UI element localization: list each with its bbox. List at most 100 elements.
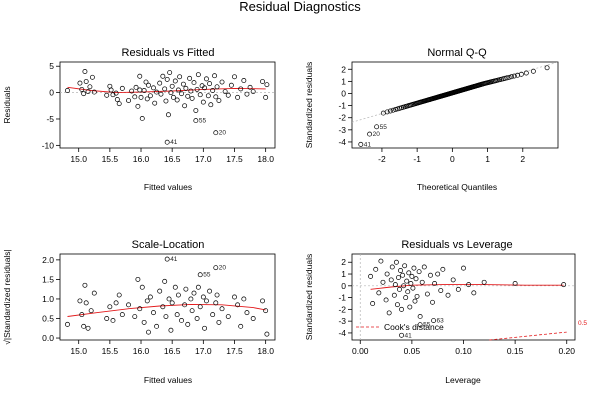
smooth-line xyxy=(67,86,266,94)
y-tick-label: -2 xyxy=(338,113,346,123)
y-tick-label: 1.0 xyxy=(42,294,54,304)
data-point xyxy=(419,279,425,285)
data-point xyxy=(518,71,524,77)
y-ticks: -4 -3 -2 -1 0 1 2 xyxy=(338,64,352,147)
outlier-label: 41 xyxy=(364,141,372,148)
figure-title: Residual Diagnostics xyxy=(239,0,361,14)
data-point xyxy=(523,70,529,76)
data-point xyxy=(214,292,220,298)
data-point xyxy=(264,331,270,337)
data-point xyxy=(185,93,191,99)
y-ticks: 0.0 0.5 1.0 1.5 2.0 xyxy=(42,255,60,343)
data-point xyxy=(195,284,201,290)
outlier-label: 63 xyxy=(437,318,445,325)
data-point xyxy=(139,116,145,121)
y-tick-label: 2 xyxy=(341,64,346,74)
x-tick-label: 0.20 xyxy=(558,346,575,356)
data-point xyxy=(133,84,139,90)
data-point xyxy=(183,85,189,91)
data-point xyxy=(65,88,70,93)
data-point xyxy=(389,264,395,270)
x-tick-label: 15.5 xyxy=(102,154,119,164)
data-point xyxy=(113,300,119,306)
data-point xyxy=(219,79,225,85)
data-point xyxy=(212,73,218,79)
data-point xyxy=(188,296,194,302)
y-tick-label: 0 xyxy=(341,281,346,291)
data-point xyxy=(158,91,164,97)
data-point xyxy=(203,76,209,82)
outlier-label: 55 xyxy=(423,322,431,329)
plot-frame xyxy=(351,61,559,149)
data-point xyxy=(132,94,138,100)
point-labels: 41 55 63 xyxy=(399,318,445,339)
data-point xyxy=(414,293,420,299)
data-point xyxy=(82,282,88,288)
outlier-point xyxy=(197,272,203,278)
data-point xyxy=(160,304,166,310)
x-tick-label: 0 xyxy=(450,154,455,164)
data-point xyxy=(189,95,195,101)
data-point xyxy=(110,318,116,323)
data-point xyxy=(137,306,143,312)
data-point xyxy=(506,74,512,80)
data-point xyxy=(205,93,211,99)
data-point xyxy=(162,86,168,92)
x-tick-label: 15.0 xyxy=(70,346,87,356)
data-point xyxy=(207,288,213,294)
data-point xyxy=(147,93,153,99)
x-tick-label: 18.0 xyxy=(257,154,274,164)
data-point xyxy=(216,98,222,103)
data-point xyxy=(179,91,184,97)
data-point xyxy=(79,312,85,318)
outlier-point xyxy=(374,124,380,130)
y-tick-label: -3 xyxy=(338,316,346,326)
data-point xyxy=(244,310,250,316)
data-point xyxy=(260,298,265,304)
smooth-line xyxy=(67,303,266,317)
x-tick-label: 17.5 xyxy=(226,154,243,164)
x-tick-label: 1 xyxy=(485,154,490,164)
outlier-label: 20 xyxy=(373,131,381,138)
data-point xyxy=(85,89,91,94)
data-point xyxy=(263,94,269,100)
data-point xyxy=(430,299,435,305)
data-point xyxy=(162,278,168,284)
data-point xyxy=(216,319,222,325)
data-points xyxy=(380,65,550,116)
data-point xyxy=(168,90,174,96)
data-point xyxy=(104,316,110,321)
data-point xyxy=(174,312,180,318)
panel-title: Normal Q-Q xyxy=(427,47,487,59)
y-tick-label: -1 xyxy=(338,293,346,303)
data-point xyxy=(202,325,208,331)
data-point xyxy=(207,81,213,87)
smooth-line xyxy=(370,284,564,290)
data-point xyxy=(213,300,219,306)
panel-title: Scale-Location xyxy=(132,239,205,251)
y-tick-label: 1 xyxy=(341,76,346,86)
y-tick-label: 0.5 xyxy=(42,314,54,324)
data-point xyxy=(195,72,201,78)
outlier-label: 41 xyxy=(405,332,413,339)
data-point xyxy=(167,70,173,76)
data-point xyxy=(421,264,427,270)
data-point xyxy=(174,97,180,103)
data-point xyxy=(232,74,237,80)
outlier-label: 41 xyxy=(170,139,178,146)
outlier-label: 55 xyxy=(380,124,388,131)
data-point xyxy=(164,76,170,82)
x-tick-label: 18.0 xyxy=(257,346,274,356)
data-point xyxy=(143,79,149,85)
data-point xyxy=(384,271,390,277)
data-point xyxy=(391,292,397,298)
outlier-point xyxy=(164,256,170,262)
x-tick-label: 0.05 xyxy=(404,346,421,356)
data-point xyxy=(157,288,163,294)
data-point xyxy=(380,279,386,285)
data-point xyxy=(200,294,206,300)
data-point xyxy=(81,323,87,329)
data-point xyxy=(194,86,200,92)
outlier-point xyxy=(164,139,170,145)
